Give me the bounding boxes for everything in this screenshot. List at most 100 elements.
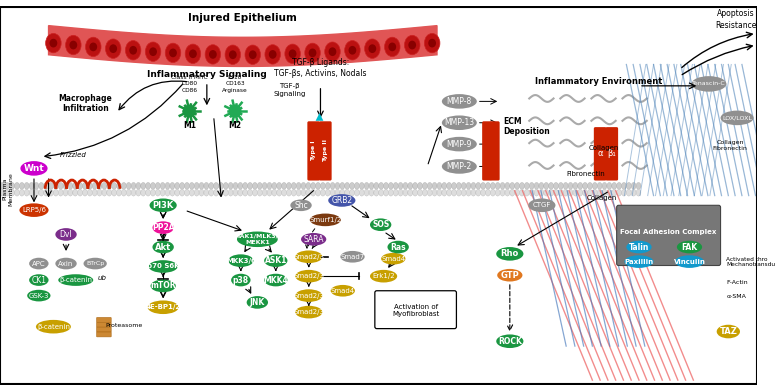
Ellipse shape — [155, 189, 160, 196]
Text: Apoptosis
Resistance: Apoptosis Resistance — [715, 9, 757, 30]
Ellipse shape — [626, 183, 631, 189]
Ellipse shape — [246, 296, 268, 309]
Ellipse shape — [102, 189, 107, 196]
Ellipse shape — [306, 189, 310, 196]
Ellipse shape — [310, 214, 341, 226]
Ellipse shape — [86, 37, 101, 57]
Text: PP2A: PP2A — [152, 223, 175, 232]
Ellipse shape — [721, 111, 753, 125]
Text: JNK: JNK — [250, 298, 265, 307]
Ellipse shape — [131, 183, 136, 189]
Ellipse shape — [677, 241, 702, 254]
Ellipse shape — [46, 34, 61, 53]
Ellipse shape — [423, 183, 427, 189]
Ellipse shape — [441, 183, 447, 189]
Text: LRP5/6: LRP5/6 — [22, 207, 46, 213]
Ellipse shape — [471, 183, 476, 189]
Text: SARA: SARA — [303, 235, 324, 244]
Ellipse shape — [360, 189, 364, 196]
Ellipse shape — [528, 199, 555, 212]
Text: Erk1/2: Erk1/2 — [372, 273, 395, 279]
Text: ub: ub — [98, 275, 106, 281]
Ellipse shape — [68, 183, 73, 189]
Circle shape — [183, 105, 195, 117]
Ellipse shape — [349, 189, 354, 196]
Ellipse shape — [491, 189, 495, 196]
Ellipse shape — [636, 183, 641, 189]
Ellipse shape — [519, 183, 524, 189]
Ellipse shape — [500, 189, 505, 196]
Text: M2: M2 — [229, 121, 242, 129]
Ellipse shape — [122, 189, 126, 196]
Text: 4E-BP1/2: 4E-BP1/2 — [146, 304, 181, 310]
Ellipse shape — [149, 47, 157, 56]
Ellipse shape — [296, 183, 301, 189]
Ellipse shape — [558, 183, 563, 189]
Ellipse shape — [112, 189, 116, 196]
Ellipse shape — [631, 189, 636, 196]
Ellipse shape — [214, 183, 218, 189]
Ellipse shape — [58, 274, 94, 286]
Ellipse shape — [345, 41, 360, 60]
Ellipse shape — [578, 183, 583, 189]
Ellipse shape — [48, 183, 53, 189]
Text: Rho: Rho — [501, 249, 519, 258]
Ellipse shape — [495, 189, 500, 196]
Ellipse shape — [155, 183, 160, 189]
Ellipse shape — [272, 183, 277, 189]
Text: Plasma
Membrane: Plasma Membrane — [2, 172, 13, 206]
Ellipse shape — [534, 189, 539, 196]
Ellipse shape — [587, 189, 592, 196]
Ellipse shape — [165, 43, 181, 62]
Text: BTrCp: BTrCp — [86, 261, 105, 266]
Ellipse shape — [301, 189, 306, 196]
Polygon shape — [48, 26, 437, 66]
Ellipse shape — [289, 50, 296, 58]
Text: Activation of
Myofibroblast: Activation of Myofibroblast — [392, 304, 439, 317]
Text: APC: APC — [32, 261, 46, 266]
Text: p38: p38 — [232, 276, 249, 285]
Ellipse shape — [330, 183, 335, 189]
Ellipse shape — [141, 183, 146, 189]
Ellipse shape — [384, 183, 388, 189]
Ellipse shape — [360, 183, 364, 189]
Ellipse shape — [69, 41, 77, 50]
Text: Type I: Type I — [311, 141, 316, 161]
FancyBboxPatch shape — [97, 327, 112, 332]
Ellipse shape — [417, 189, 423, 196]
Ellipse shape — [428, 39, 436, 48]
Ellipse shape — [296, 189, 301, 196]
Ellipse shape — [374, 183, 379, 189]
Ellipse shape — [345, 189, 349, 196]
Ellipse shape — [185, 183, 190, 189]
Ellipse shape — [328, 47, 336, 56]
Ellipse shape — [379, 189, 384, 196]
Ellipse shape — [413, 183, 417, 189]
Ellipse shape — [563, 183, 568, 189]
Ellipse shape — [264, 254, 288, 267]
Ellipse shape — [253, 183, 257, 189]
Text: MKK3/6: MKK3/6 — [226, 258, 256, 264]
Ellipse shape — [515, 183, 519, 189]
Text: FAK: FAK — [682, 243, 697, 252]
Ellipse shape — [544, 189, 548, 196]
Ellipse shape — [345, 183, 349, 189]
Ellipse shape — [136, 189, 141, 196]
Ellipse shape — [204, 183, 209, 189]
FancyBboxPatch shape — [97, 317, 112, 322]
Ellipse shape — [87, 183, 92, 189]
Text: F-Actin: F-Actin — [726, 280, 748, 285]
Text: Ras: Ras — [390, 243, 406, 252]
Ellipse shape — [146, 183, 151, 189]
Ellipse shape — [58, 189, 63, 196]
Ellipse shape — [578, 189, 583, 196]
Ellipse shape — [39, 189, 44, 196]
Ellipse shape — [617, 183, 622, 189]
Ellipse shape — [427, 189, 432, 196]
Ellipse shape — [53, 189, 58, 196]
Ellipse shape — [691, 76, 726, 92]
Ellipse shape — [148, 260, 178, 273]
Ellipse shape — [83, 183, 87, 189]
Ellipse shape — [262, 183, 267, 189]
Ellipse shape — [408, 41, 416, 50]
